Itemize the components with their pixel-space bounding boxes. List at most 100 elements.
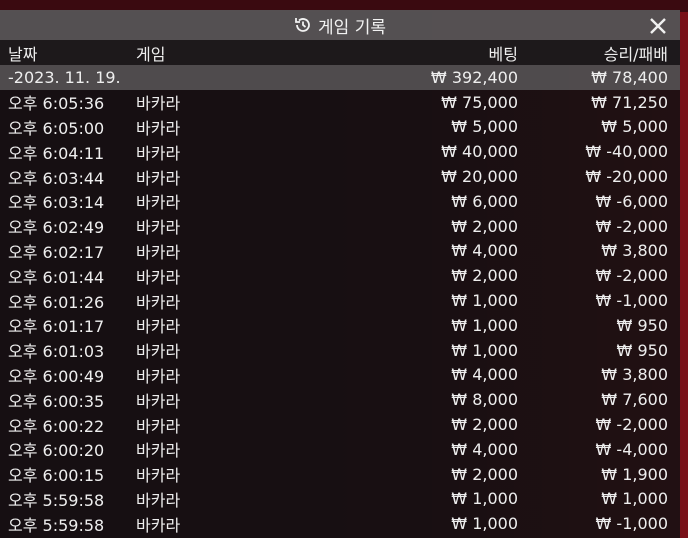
row-game: 바카라 xyxy=(136,94,181,114)
table-row: 오후 6:01:26 바카라 ₩ 1,000 ₩ -1,000 xyxy=(0,288,680,313)
table-row: 오후 6:02:17 바카라 ₩ 4,000 ₩ 3,800 xyxy=(0,239,680,264)
row-result: ₩ -20,000 xyxy=(585,167,668,187)
game-history-dialog: 게임 기록 날짜 게임 베팅 승리/패배 -2023. 11. 19. ₩ 39… xyxy=(0,10,680,538)
row-result: ₩ 950 xyxy=(616,340,668,360)
row-bet: ₩ 2,000 xyxy=(451,216,518,236)
row-game: 바카라 xyxy=(136,168,181,188)
row-date: 오후 6:05:36 xyxy=(8,94,105,114)
row-date: 오후 6:01:26 xyxy=(8,292,105,312)
table-row: 오후 6:02:49 바카라 ₩ 2,000 ₩ -2,000 xyxy=(0,214,680,239)
summary-bet: ₩ 392,400 xyxy=(430,67,518,87)
table-row: 오후 6:00:22 바카라 ₩ 2,000 ₩ -2,000 xyxy=(0,412,680,437)
background-strip xyxy=(0,0,688,12)
row-bet: ₩ 1,000 xyxy=(451,340,518,360)
row-game: 바카라 xyxy=(136,218,181,238)
row-date: 오후 6:01:44 xyxy=(8,267,105,287)
row-result: ₩ 3,800 xyxy=(601,365,668,385)
table-row: 오후 6:05:00 바카라 ₩ 5,000 ₩ 5,000 xyxy=(0,115,680,140)
row-bet: ₩ 8,000 xyxy=(451,390,518,410)
row-date: 오후 6:02:49 xyxy=(8,218,105,238)
row-bet: ₩ 2,000 xyxy=(451,464,518,484)
column-header-date[interactable]: 날짜 xyxy=(8,44,38,64)
row-bet: ₩ 5,000 xyxy=(451,117,518,137)
row-bet: ₩ 6,000 xyxy=(451,191,518,211)
row-bet: ₩ 20,000 xyxy=(441,167,518,187)
row-game: 바카라 xyxy=(136,441,181,461)
history-rows: 오후 6:05:36 바카라 ₩ 75,000 ₩ 71,250 오후 6:05:00 바… xyxy=(0,90,680,536)
row-bet: ₩ 1,000 xyxy=(451,291,518,311)
row-result: ₩ -2,000 xyxy=(595,266,668,286)
row-date: 오후 6:00:35 xyxy=(8,391,105,411)
row-bet: ₩ 4,000 xyxy=(451,439,518,459)
row-game: 바카라 xyxy=(136,267,181,287)
row-date: 오후 6:01:17 xyxy=(8,317,105,337)
row-bet: ₩ 4,000 xyxy=(451,365,518,385)
row-date: 오후 6:00:15 xyxy=(8,466,105,486)
row-bet: ₩ 40,000 xyxy=(441,142,518,162)
row-date: 오후 6:03:14 xyxy=(8,193,105,213)
dialog-titlebar: 게임 기록 xyxy=(0,10,680,40)
row-game: 바카라 xyxy=(136,242,181,262)
table-header: 날짜 게임 베팅 승리/패배 xyxy=(0,40,680,65)
table-row: 오후 6:01:17 바카라 ₩ 1,000 ₩ 950 xyxy=(0,313,680,338)
row-date: 오후 6:00:49 xyxy=(8,366,105,386)
row-bet: ₩ 2,000 xyxy=(451,415,518,435)
row-date: 오후 6:01:03 xyxy=(8,342,105,362)
table-row: 오후 6:00:49 바카라 ₩ 4,000 ₩ 3,800 xyxy=(0,363,680,388)
row-result: ₩ 5,000 xyxy=(601,117,668,137)
row-date: 오후 5:59:58 xyxy=(8,515,105,535)
row-date: 오후 5:59:58 xyxy=(8,490,105,510)
row-result: ₩ -1,000 xyxy=(595,291,668,311)
row-bet: ₩ 2,000 xyxy=(451,266,518,286)
row-bet: ₩ 75,000 xyxy=(441,92,518,112)
row-result: ₩ 950 xyxy=(616,315,668,335)
row-bet: ₩ 4,000 xyxy=(451,241,518,261)
row-game: 바카라 xyxy=(136,292,181,312)
column-header-game[interactable]: 게임 xyxy=(136,44,166,64)
table-row: 오후 6:00:20 바카라 ₩ 4,000 ₩ -4,000 xyxy=(0,437,680,462)
row-result: ₩ -40,000 xyxy=(585,142,668,162)
row-game: 바카라 xyxy=(136,515,181,535)
close-button[interactable] xyxy=(648,12,668,42)
row-bet: ₩ 1,000 xyxy=(451,514,518,534)
row-game: 바카라 xyxy=(136,342,181,362)
table-row: 오후 6:04:11 바카라 ₩ 40,000 ₩ -40,000 xyxy=(0,139,680,164)
row-bet: ₩ 1,000 xyxy=(451,489,518,509)
summary-result: ₩ 78,400 xyxy=(591,67,668,87)
table-row: 오후 6:03:14 바카라 ₩ 6,000 ₩ -6,000 xyxy=(0,189,680,214)
column-header-result[interactable]: 승리/패배 xyxy=(603,44,668,64)
dialog-title: 게임 기록 xyxy=(294,13,386,38)
table-row: 오후 5:59:58 바카라 ₩ 1,000 ₩ 1,000 xyxy=(0,487,680,512)
row-date: 오후 6:05:00 xyxy=(8,118,105,138)
row-result: ₩ 1,000 xyxy=(601,489,668,509)
row-date: 오후 6:00:20 xyxy=(8,441,105,461)
table-row: 오후 6:05:36 바카라 ₩ 75,000 ₩ 71,250 xyxy=(0,90,680,115)
row-date: 오후 6:03:44 xyxy=(8,168,105,188)
row-result: ₩ 3,800 xyxy=(601,241,668,261)
row-date: 오후 6:04:11 xyxy=(8,143,105,163)
row-game: 바카라 xyxy=(136,143,181,163)
row-game: 바카라 xyxy=(136,416,181,436)
row-result: ₩ -6,000 xyxy=(595,191,668,211)
row-game: 바카라 xyxy=(136,490,181,510)
row-game: 바카라 xyxy=(136,391,181,411)
row-result: ₩ 71,250 xyxy=(591,92,668,112)
row-date: 오후 6:02:17 xyxy=(8,242,105,262)
summary-date: -2023. 11. 19. xyxy=(8,67,121,87)
table-row: 오후 6:01:03 바카라 ₩ 1,000 ₩ 950 xyxy=(0,338,680,363)
date-group-summary[interactable]: -2023. 11. 19. ₩ 392,400 ₩ 78,400 xyxy=(0,65,680,90)
history-icon xyxy=(295,18,310,32)
row-game: 바카라 xyxy=(136,366,181,386)
row-result: ₩ 7,600 xyxy=(601,390,668,410)
column-header-bet[interactable]: 베팅 xyxy=(488,44,518,64)
row-game: 바카라 xyxy=(136,317,181,337)
dialog-title-text: 게임 기록 xyxy=(318,17,386,38)
row-bet: ₩ 1,000 xyxy=(451,315,518,335)
row-game: 바카라 xyxy=(136,118,181,138)
row-result: ₩ -4,000 xyxy=(595,439,668,459)
close-icon xyxy=(650,18,666,34)
row-result: ₩ -2,000 xyxy=(595,415,668,435)
table-row: 오후 5:59:58 바카라 ₩ 1,000 ₩ -1,000 xyxy=(0,511,680,536)
row-game: 바카라 xyxy=(136,466,181,486)
row-game: 바카라 xyxy=(136,193,181,213)
